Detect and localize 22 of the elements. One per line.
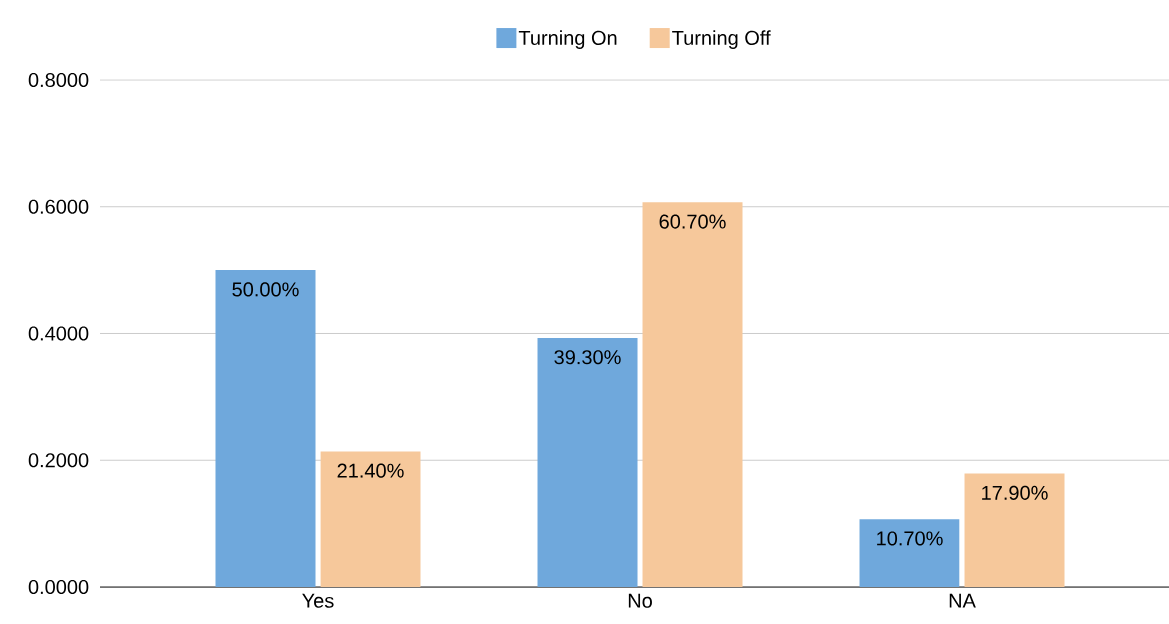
y-tick-label: 0.2000 bbox=[28, 453, 89, 468]
data-label: 10.70% bbox=[877, 531, 943, 546]
y-tick-label: 0.6000 bbox=[28, 199, 89, 214]
x-tick-label: NA bbox=[949, 593, 976, 608]
x-tick-label: No bbox=[628, 593, 652, 608]
bar bbox=[859, 519, 960, 587]
x-tick-label: Yes bbox=[302, 593, 334, 608]
bar bbox=[537, 337, 638, 587]
legend-label: Turning Off bbox=[672, 30, 771, 49]
legend-label: Turning On bbox=[518, 30, 617, 49]
bar bbox=[320, 451, 421, 587]
data-label: 39.30% bbox=[554, 350, 621, 365]
bar bbox=[642, 202, 743, 587]
bar bbox=[215, 270, 316, 587]
bar bbox=[964, 473, 1065, 587]
data-label: 50.00% bbox=[232, 282, 299, 297]
y-tick-label: 0.8000 bbox=[28, 72, 89, 88]
data-label: 17.90% bbox=[982, 485, 1048, 500]
data-label: 60.70% bbox=[659, 214, 726, 229]
y-tick-label: 0.4000 bbox=[28, 326, 89, 341]
data-label: 21.40% bbox=[337, 463, 404, 478]
y-tick-label: 0.0000 bbox=[28, 579, 89, 595]
